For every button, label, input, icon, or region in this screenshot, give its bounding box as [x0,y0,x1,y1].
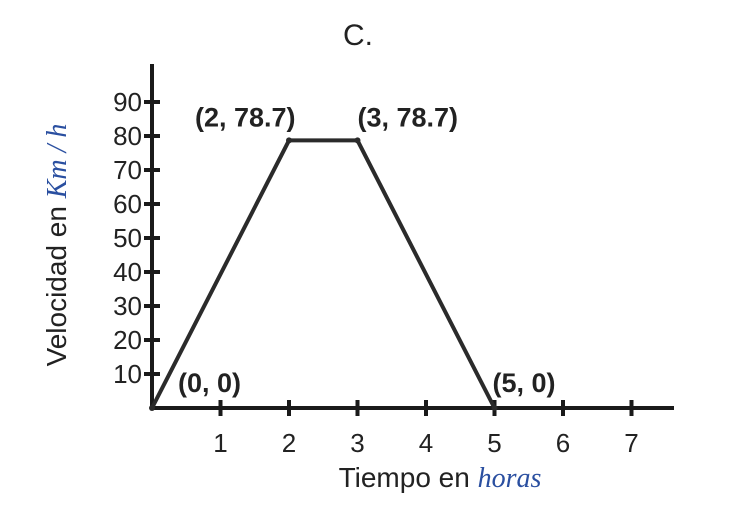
x-tick-label-1: 1 [213,428,227,458]
y-tick-label-70: 70 [113,155,142,185]
chart-title: C. [343,19,373,52]
data-point-2 [354,137,361,144]
x-tick-label-4: 4 [419,428,433,458]
y-tick-label-80: 80 [113,121,142,151]
y-tick-label-20: 20 [113,325,142,355]
point-annotation-3: (5, 0) [493,368,556,398]
x-axis-label: Tiempo en horas [339,462,542,494]
x-tick-label-5: 5 [487,428,501,458]
annotations: (0, 0) (2, 78.7) (3, 78.7) (5, 0) [178,102,556,398]
y-tick-label-90: 90 [113,87,142,117]
y-tick-label-40: 40 [113,257,142,287]
y-axis-label: Velocidad en Km / h [41,124,73,367]
point-annotation-0: (0, 0) [178,368,241,398]
series [149,137,498,411]
y-axis-label-unit: Km / h [42,124,73,200]
data-point-0 [149,405,155,411]
x-tick-label-2: 2 [282,428,296,458]
x-axis-label-prefix: Tiempo en [339,462,478,493]
y-tick-label-50: 50 [113,223,142,253]
point-annotation-2: (3, 78.7) [358,102,459,132]
data-point-3 [491,405,498,411]
series-line-0 [150,138,497,409]
data-point-1 [286,137,292,144]
y-tick-label-10: 10 [113,359,142,389]
y-tick-label-30: 30 [113,291,142,321]
x-tick-label-3: 3 [350,428,364,458]
x-axis-label-unit: horas [478,463,542,494]
x-tick-label-7: 7 [624,428,638,458]
y-tick-label-60: 60 [113,189,142,219]
ticks [144,100,634,416]
tick-labels: 1 2 3 4 5 6 7 10 20 30 40 50 60 70 80 90 [113,87,639,458]
y-axis-label-prefix: Velocidad en [41,198,72,366]
x-tick-label-6: 6 [556,428,570,458]
point-annotation-1: (2, 78.7) [195,102,296,132]
